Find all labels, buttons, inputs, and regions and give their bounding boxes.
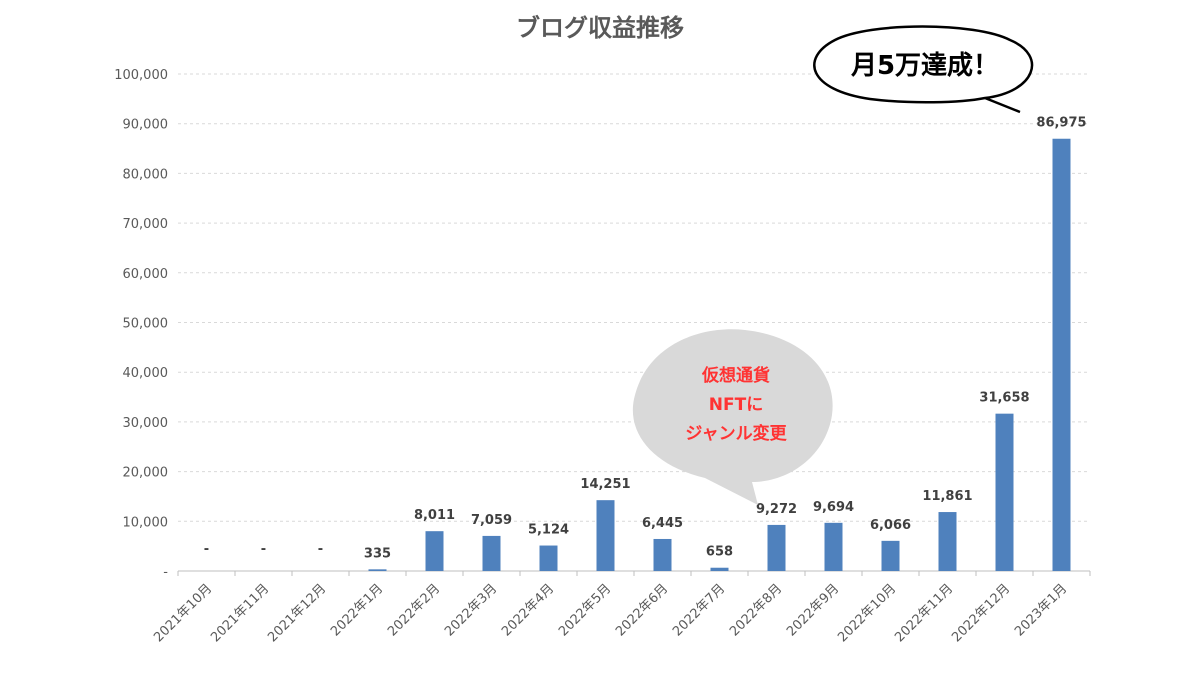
data-labels: - - - 335 8,011 7,059 5,124 14,251 6,445 658 9,272… (204, 116, 1087, 562)
y-tick-label: 100,000 (114, 68, 168, 83)
achievement-callout-bubble (813, 25, 1034, 114)
x-tick-label: 2022年5月 (556, 581, 614, 639)
bar (596, 500, 615, 571)
x-tick-label: 2022年3月 (442, 581, 500, 639)
data-label: - (261, 542, 266, 557)
data-label: 335 (364, 546, 391, 561)
x-tick-label: 2021年12月 (265, 581, 329, 645)
x-tick-label: 2022年4月 (499, 581, 557, 639)
x-tick-label: 2022年6月 (613, 581, 671, 639)
data-label: 11,861 (922, 489, 972, 504)
x-tick-label: 2022年12月 (949, 581, 1013, 645)
y-tick-label: 80,000 (123, 167, 169, 182)
bars (368, 138, 1071, 571)
bar (710, 567, 729, 571)
genre-change-callout-line-1: 仮想通貨 (701, 365, 770, 386)
achievement-callout: 月5万達成！ (813, 25, 1034, 114)
y-tick-label: - (163, 565, 168, 580)
x-tick-label: 2022年11月 (892, 581, 956, 645)
y-tick-label: 40,000 (123, 366, 169, 381)
data-label: 6,445 (642, 516, 683, 531)
x-axis-ticks: 2021年10月2021年11月2021年12月2022年1月2022年2月20… (151, 571, 1091, 645)
y-tick-label: 30,000 (123, 416, 169, 431)
bar (539, 545, 558, 571)
x-tick-label: 2022年2月 (385, 581, 443, 639)
achievement-callout-text: 月5万達成！ (850, 51, 999, 81)
x-tick-label: 2021年10月 (151, 581, 215, 645)
bar (368, 569, 387, 571)
bar (938, 512, 957, 571)
data-label: - (204, 542, 209, 557)
x-tick-label: 2022年8月 (727, 581, 785, 639)
y-axis-ticks: - 10,000 20,000 30,000 40,000 50,000 60,000 70,… (114, 68, 168, 580)
genre-change-callout-line-2: NFTに (709, 395, 763, 415)
bar (995, 413, 1014, 571)
data-label: 86,975 (1036, 116, 1086, 131)
bar (824, 522, 843, 571)
bar (482, 535, 501, 571)
x-tick-label: 2022年7月 (670, 581, 728, 639)
data-label: 31,658 (979, 391, 1029, 406)
data-label: 8,011 (414, 508, 455, 523)
x-tick-label: 2022年10月 (835, 581, 899, 645)
data-label: 6,066 (870, 518, 911, 533)
y-tick-label: 90,000 (123, 118, 169, 133)
data-label: 9,694 (813, 500, 854, 515)
data-label: 9,272 (756, 502, 797, 517)
y-tick-label: 70,000 (123, 217, 169, 232)
bar (425, 531, 444, 571)
bar (881, 540, 900, 571)
y-tick-label: 20,000 (123, 466, 169, 481)
x-tick-label: 2022年9月 (784, 581, 842, 639)
data-label: 7,059 (471, 513, 512, 528)
genre-change-callout: 仮想通貨 NFTに ジャンル変更 (632, 329, 833, 505)
x-tick-label: 2022年1月 (328, 581, 386, 639)
bar (1052, 138, 1071, 571)
genre-change-callout-bubble (632, 329, 833, 505)
x-tick-label: 2023年1月 (1012, 581, 1070, 639)
bar (653, 538, 672, 571)
bar (767, 524, 786, 571)
gridlines (178, 73, 1090, 522)
data-label: 14,251 (580, 477, 630, 492)
x-tick-label: 2021年11月 (208, 581, 272, 645)
data-label: 658 (706, 545, 733, 560)
y-tick-label: 60,000 (123, 267, 169, 282)
y-tick-label: 50,000 (123, 317, 169, 332)
data-label: 5,124 (528, 523, 569, 538)
genre-change-callout-line-3: ジャンル変更 (685, 423, 787, 444)
data-label: - (318, 542, 323, 557)
chart-title: ブログ収益推移 (516, 14, 684, 42)
y-tick-label: 10,000 (123, 515, 169, 530)
